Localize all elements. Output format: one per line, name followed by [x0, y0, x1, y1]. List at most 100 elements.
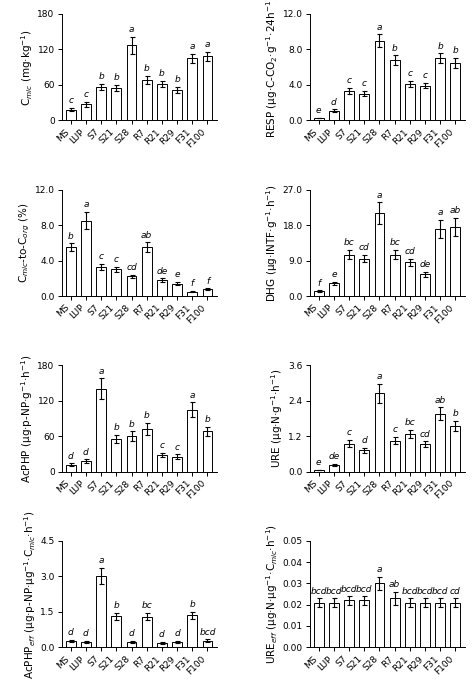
- Bar: [420, 445, 430, 472]
- Bar: [96, 389, 106, 472]
- Bar: [202, 290, 212, 296]
- Text: bcd: bcd: [401, 587, 418, 596]
- Text: a: a: [377, 23, 382, 31]
- Bar: [314, 118, 324, 120]
- Y-axis label: URE (µg·N·g$^{-1}$·h$^{-1}$): URE (µg·N·g$^{-1}$·h$^{-1}$): [270, 369, 285, 468]
- Bar: [420, 86, 430, 120]
- Text: b: b: [453, 46, 458, 55]
- Text: cd: cd: [404, 247, 415, 256]
- Bar: [127, 276, 137, 296]
- Text: a: a: [190, 42, 195, 51]
- Text: b: b: [144, 411, 150, 420]
- Bar: [127, 642, 137, 647]
- Bar: [172, 90, 182, 120]
- Text: bc: bc: [404, 418, 415, 427]
- Bar: [314, 470, 324, 472]
- Text: bc: bc: [389, 238, 400, 247]
- Text: a: a: [83, 200, 89, 209]
- Text: e: e: [316, 458, 321, 467]
- Bar: [374, 393, 384, 472]
- Text: b: b: [68, 232, 73, 241]
- Text: cd: cd: [450, 587, 461, 596]
- Text: e: e: [316, 106, 321, 115]
- Bar: [405, 603, 415, 647]
- Text: a: a: [129, 25, 134, 34]
- Bar: [450, 603, 460, 647]
- Bar: [450, 227, 460, 296]
- Bar: [450, 426, 460, 472]
- Bar: [450, 63, 460, 120]
- Text: d: d: [83, 629, 89, 638]
- Bar: [111, 269, 121, 296]
- Text: f: f: [206, 277, 209, 286]
- Bar: [66, 640, 76, 647]
- Text: e: e: [331, 270, 337, 279]
- Text: c: c: [407, 69, 412, 78]
- Bar: [314, 291, 324, 296]
- Text: ab: ab: [389, 580, 400, 590]
- Bar: [96, 87, 106, 120]
- Text: f: f: [191, 279, 194, 288]
- Bar: [81, 461, 91, 472]
- Text: ab: ab: [141, 230, 152, 239]
- Text: ab: ab: [435, 396, 446, 405]
- Bar: [66, 110, 76, 120]
- Bar: [202, 640, 212, 647]
- Bar: [329, 465, 339, 472]
- Bar: [344, 601, 354, 647]
- Bar: [66, 464, 76, 472]
- Text: a: a: [438, 208, 443, 217]
- Text: bcd: bcd: [432, 587, 448, 596]
- Text: b: b: [113, 73, 119, 82]
- Bar: [172, 642, 182, 647]
- Text: bcd: bcd: [310, 587, 327, 596]
- Bar: [142, 80, 152, 120]
- Y-axis label: AcPHP$_{eff}$ (µg·p-NP·µg$^{-1}$·C$_{mic}$·h$^{-1}$): AcPHP$_{eff}$ (µg·p-NP·µg$^{-1}$·C$_{mic…: [22, 509, 37, 679]
- Bar: [420, 603, 430, 647]
- Bar: [435, 603, 445, 647]
- Bar: [344, 91, 354, 120]
- Y-axis label: C$_{mic}$-to-C$_{org}$ (%): C$_{mic}$-to-C$_{org}$ (%): [18, 203, 32, 283]
- Bar: [359, 601, 369, 647]
- Text: b: b: [205, 415, 210, 424]
- Bar: [314, 603, 324, 647]
- Text: c: c: [114, 255, 119, 264]
- Bar: [329, 283, 339, 296]
- Text: bcd: bcd: [199, 628, 216, 637]
- Text: a: a: [377, 372, 382, 381]
- Bar: [390, 60, 400, 120]
- Bar: [81, 104, 91, 120]
- Text: bc: bc: [141, 601, 152, 610]
- Bar: [157, 643, 167, 647]
- Bar: [142, 617, 152, 647]
- Text: bcd: bcd: [417, 587, 433, 596]
- Text: ab: ab: [450, 206, 461, 215]
- Bar: [142, 429, 152, 472]
- Bar: [435, 229, 445, 296]
- Bar: [344, 255, 354, 296]
- Bar: [329, 603, 339, 647]
- Text: c: c: [346, 428, 352, 437]
- Text: b: b: [113, 601, 119, 610]
- Bar: [127, 436, 137, 472]
- Bar: [390, 599, 400, 647]
- Text: c: c: [159, 441, 164, 450]
- Text: bcd: bcd: [326, 587, 342, 596]
- Bar: [172, 457, 182, 472]
- Bar: [157, 455, 167, 472]
- Bar: [202, 432, 212, 472]
- Text: d: d: [128, 629, 135, 638]
- Text: c: c: [392, 425, 397, 434]
- Text: b: b: [128, 420, 135, 429]
- Bar: [127, 45, 137, 120]
- Text: cd: cd: [359, 243, 370, 252]
- Text: c: c: [362, 79, 367, 88]
- Bar: [359, 258, 369, 296]
- Text: a: a: [190, 390, 195, 400]
- Bar: [390, 255, 400, 296]
- Text: de: de: [419, 260, 431, 269]
- Bar: [111, 439, 121, 472]
- Bar: [374, 213, 384, 296]
- Y-axis label: AcPHP (µg·p-NP·g$^{-1}$·h$^{-1}$): AcPHP (µg·p-NP·g$^{-1}$·h$^{-1}$): [19, 354, 35, 482]
- Y-axis label: C$_{mic}$ (mg·kg$^{-1}$): C$_{mic}$ (mg·kg$^{-1}$): [19, 29, 35, 106]
